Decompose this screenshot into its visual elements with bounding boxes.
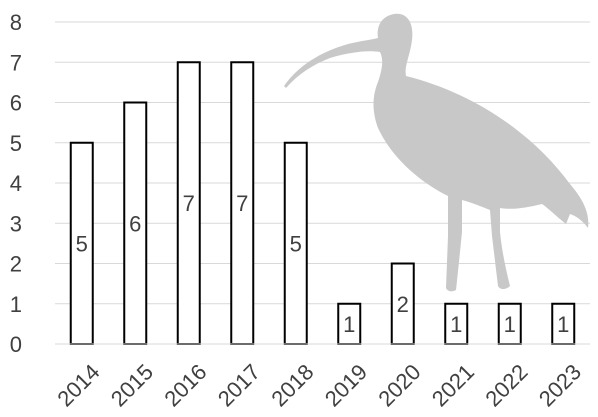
data-label-2021: 1: [450, 312, 462, 337]
data-label-2020: 2: [397, 292, 409, 317]
y-tick-label: 3: [10, 211, 22, 236]
data-label-2015: 6: [129, 211, 141, 236]
x-tick-label-2015: 2015: [106, 359, 158, 411]
x-tick-label-2020: 2020: [373, 359, 425, 411]
x-tick-label-2023: 2023: [534, 359, 586, 411]
x-tick-label-2018: 2018: [266, 359, 318, 411]
x-tick-label-2016: 2016: [159, 359, 211, 411]
data-label-2022: 1: [504, 312, 516, 337]
data-label-2018: 5: [290, 231, 302, 256]
y-tick-label: 8: [10, 10, 22, 35]
data-label-2014: 5: [76, 231, 88, 256]
y-tick-label: 6: [10, 91, 22, 116]
y-tick-label: 4: [10, 171, 22, 196]
x-tick-label-2022: 2022: [480, 359, 532, 411]
data-label-2023: 1: [557, 312, 569, 337]
y-tick-label: 7: [10, 50, 22, 75]
data-label-2016: 7: [183, 191, 195, 216]
y-tick-label: 1: [10, 292, 22, 317]
data-labels: 5 6 7 7 5 1 2 1 1 1: [76, 191, 570, 337]
y-tick-label: 2: [10, 252, 22, 277]
y-tick-label: 0: [10, 332, 22, 357]
x-tick-label-2014: 2014: [52, 359, 104, 411]
x-axis-tick-labels: 2014 2015 2016 2017 2018 2019 2020 2021 2022 2023: [52, 359, 586, 411]
y-axis-tick-labels: 0 1 2 3 4 5 6 7 8: [10, 10, 22, 357]
x-tick-label-2021: 2021: [427, 359, 479, 411]
y-tick-label: 5: [10, 131, 22, 156]
x-tick-label-2019: 2019: [320, 359, 372, 411]
curlew-bird-silhouette-icon: [284, 13, 589, 292]
data-label-2017: 7: [236, 191, 248, 216]
x-tick-label-2017: 2017: [213, 359, 265, 411]
data-label-2019: 1: [343, 312, 355, 337]
